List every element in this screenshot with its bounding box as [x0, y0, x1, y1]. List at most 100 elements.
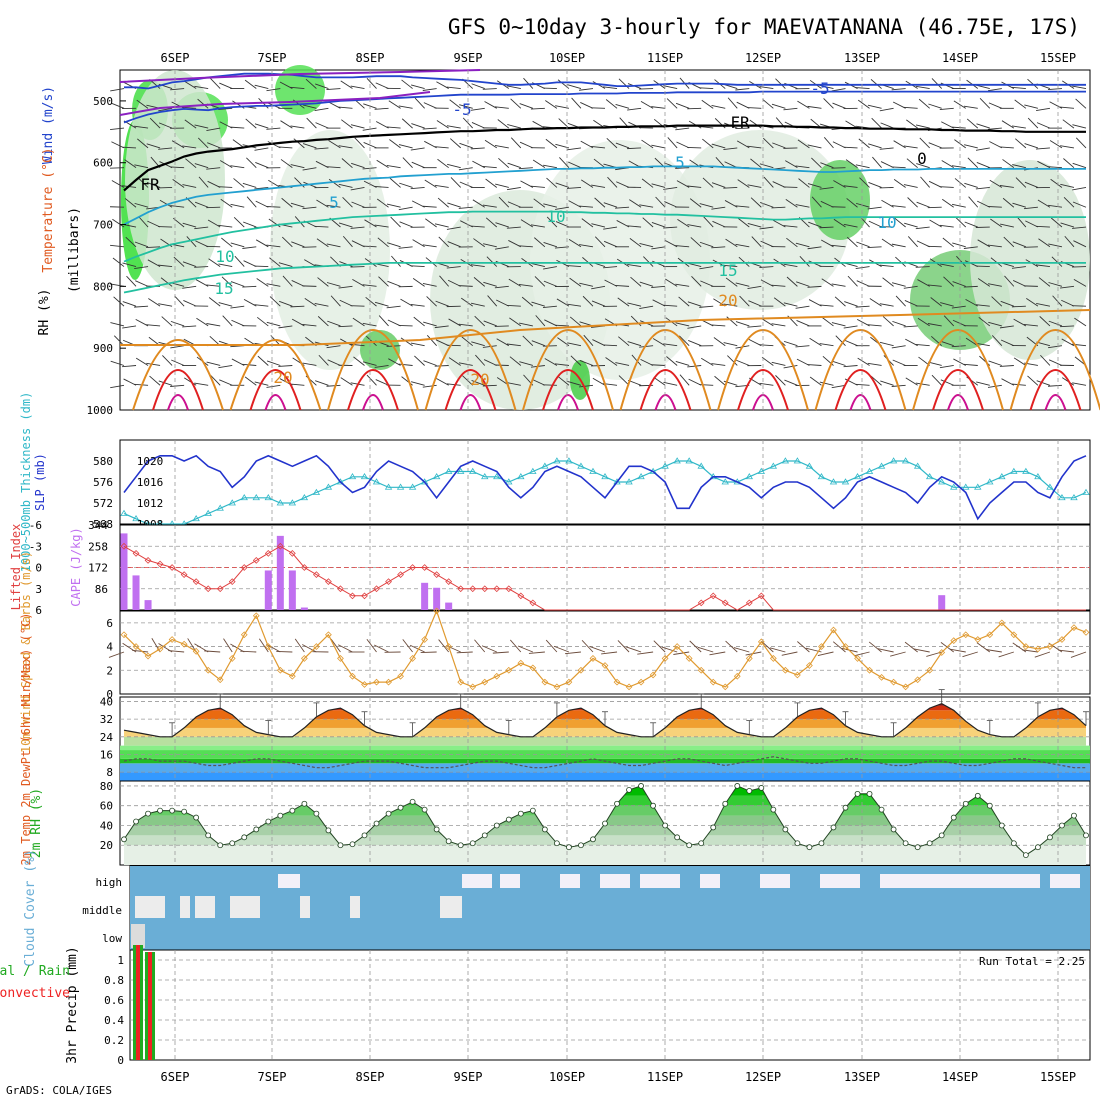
wind-barb: [750, 158, 762, 169]
rh-point: [217, 842, 224, 849]
wind-barb: [711, 182, 726, 188]
y-tick-label: 1000: [87, 404, 114, 417]
convective-bar: [136, 945, 140, 1060]
wind-barb: [473, 277, 486, 287]
wind-barb: [545, 138, 558, 149]
rh-point: [686, 842, 693, 849]
wind-barb: [147, 220, 161, 228]
wind-barb: [940, 302, 954, 307]
isotherm-line: [444, 369, 497, 411]
wind-barb: [643, 256, 654, 267]
wind-barb: [519, 322, 533, 327]
wind-barb: [1036, 107, 1050, 111]
li-point: [481, 585, 489, 593]
wind-speed-point: [625, 683, 633, 691]
isotherm-line: [522, 329, 614, 411]
wind-barb: [641, 178, 654, 188]
wind-barb: [655, 196, 666, 208]
wind-barb: [1026, 297, 1039, 307]
wind-speed-point: [794, 671, 801, 679]
wind-barb: [531, 340, 546, 347]
wind-barb: [412, 277, 425, 287]
cape-tick-label: 258: [88, 540, 108, 553]
wind-barb: [470, 147, 485, 150]
wind-barb: [243, 298, 257, 307]
wind-barb: [1038, 277, 1051, 287]
wind-barb: [459, 104, 473, 109]
rh-shade: [275, 65, 325, 115]
wind-barb: [266, 321, 281, 327]
wind-barb: [977, 239, 991, 248]
thickness-point: [601, 472, 609, 480]
wind-speed-point: [168, 636, 176, 643]
wind-barb: [581, 639, 594, 653]
wind-barb: [773, 297, 786, 307]
rh-band: [124, 845, 1086, 865]
thickness-point: [673, 457, 681, 464]
isotherm-line: [459, 394, 482, 411]
wind-speed-point: [204, 666, 212, 674]
isotherm-line: [1044, 394, 1067, 411]
cape-bar: [144, 600, 152, 610]
thickness-point: [1022, 467, 1030, 474]
wind-barb: [809, 376, 822, 386]
wind-speed-point: [938, 649, 946, 656]
isotherm-line: [120, 309, 1091, 346]
wind-barb: [532, 159, 546, 169]
wind-barb: [916, 240, 930, 248]
cloud-gap: [300, 896, 310, 918]
wind-barb: [1023, 324, 1038, 327]
wind-barb: [772, 181, 786, 188]
wind-barb: [679, 374, 690, 386]
wind-barb: [759, 266, 774, 269]
slp-thickness-panel: 1008101210161020568572576580: [93, 439, 1091, 531]
wind-barb: [823, 98, 834, 109]
wind-barb: [506, 382, 521, 386]
wind-barb: [1035, 264, 1050, 268]
wind-speed-point: [709, 678, 717, 686]
contour-label: 15: [214, 279, 233, 298]
wind-barb: [485, 217, 498, 228]
li-point: [409, 564, 416, 571]
wind-barb: [1061, 338, 1075, 347]
wind-barb: [185, 158, 197, 169]
wind-barb: [206, 284, 221, 287]
contour-label: FR: [140, 175, 160, 194]
wind-barb: [940, 340, 954, 347]
wind-barb: [833, 218, 846, 228]
rh-point: [433, 826, 440, 833]
wind-speed-point: [469, 683, 477, 691]
wind-barb: [951, 165, 966, 169]
thickness-point: [204, 509, 212, 516]
wind-barb: [506, 304, 521, 307]
rh-point: [626, 786, 632, 793]
wind-barb: [857, 357, 870, 366]
wind-barb: [126, 275, 137, 287]
wind-barb: [699, 384, 714, 386]
wind-barb: [713, 337, 726, 347]
wind-barb: [1038, 238, 1051, 248]
thickness-point: [505, 478, 513, 485]
wind-barb: [640, 358, 654, 366]
wind-barb: [446, 266, 461, 269]
wind-barb: [555, 206, 569, 210]
wind-barb: [880, 122, 894, 129]
thickness-point: [661, 462, 669, 469]
credit: GrADS: COLA/IGES: [6, 1084, 112, 1097]
wind-barb: [507, 124, 521, 129]
wind-speed-point: [264, 643, 272, 650]
wind-barb: [351, 240, 365, 248]
wind-barb: [1060, 285, 1075, 289]
wind-barb: [246, 157, 257, 168]
thickness-point: [865, 467, 874, 474]
wind-barb: [904, 300, 918, 307]
li-line: [123, 545, 1086, 611]
wind-barb: [135, 318, 149, 327]
wind-barb: [917, 279, 930, 287]
slp-tick-label: 1020: [137, 455, 164, 468]
wind-barb: [434, 184, 449, 188]
wind-barb: [314, 303, 329, 307]
rh-point: [806, 844, 813, 851]
wind-barb: [244, 376, 257, 386]
wind-barb: [374, 224, 389, 228]
